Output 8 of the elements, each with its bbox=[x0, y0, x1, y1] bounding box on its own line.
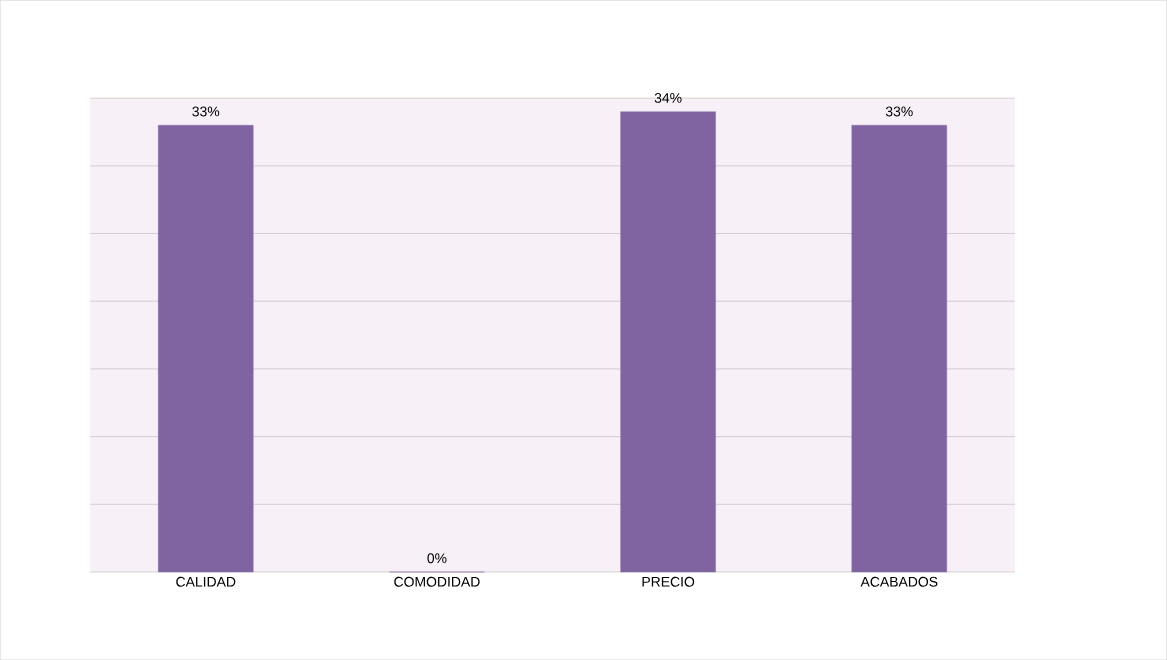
data-label: 33% bbox=[192, 106, 220, 117]
data-label: 0% bbox=[427, 553, 447, 564]
x-tick-label: ACABADOS bbox=[860, 576, 938, 587]
x-tick-label: CALIDAD bbox=[176, 576, 236, 587]
x-tick-label: COMODIDAD bbox=[394, 576, 480, 587]
x-tick-label: PRECIO bbox=[642, 576, 695, 587]
data-label: 33% bbox=[885, 106, 913, 117]
data-label: 34% bbox=[654, 92, 682, 103]
